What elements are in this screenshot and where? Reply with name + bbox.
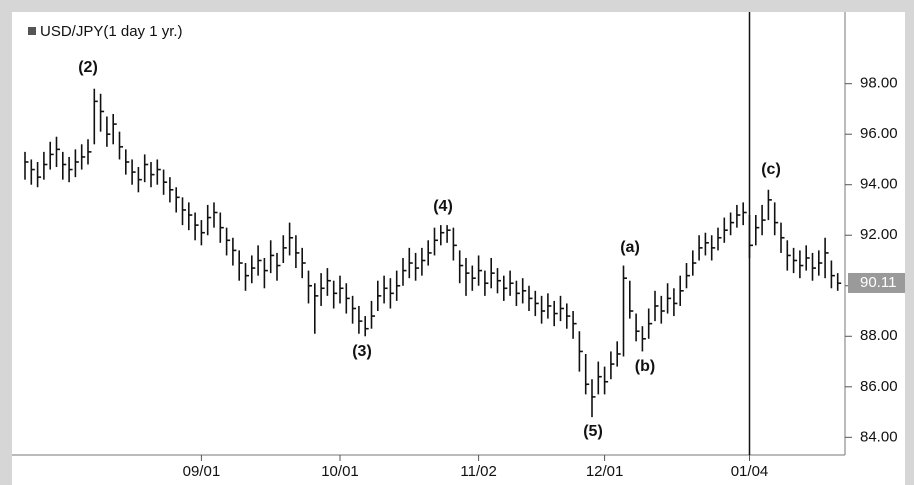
y-tick-label: 84.00 bbox=[860, 428, 898, 445]
x-tick-label: 01/04 bbox=[731, 463, 769, 480]
last-price-box bbox=[848, 272, 905, 293]
wave-label: (2) bbox=[78, 59, 98, 76]
y-tick-label: 86.00 bbox=[860, 378, 898, 395]
last-price-label: 90.11 bbox=[860, 274, 896, 291]
y-tick-label: 92.00 bbox=[860, 226, 898, 243]
chart-background bbox=[12, 12, 905, 485]
x-tick-label: 10/01 bbox=[321, 463, 359, 480]
x-tick-label: 12/01 bbox=[586, 463, 624, 480]
y-tick-label: 96.00 bbox=[860, 125, 898, 142]
legend-swatch bbox=[28, 27, 36, 35]
wave-label: (5) bbox=[583, 423, 603, 440]
x-tick-label: 11/02 bbox=[460, 463, 496, 480]
y-tick-label: 94.00 bbox=[860, 176, 898, 193]
chart-title: USD/JPY(1 day 1 yr.) bbox=[40, 23, 183, 40]
y-tick-label: 88.00 bbox=[860, 327, 898, 344]
y-tick-label: 98.00 bbox=[860, 75, 898, 92]
wave-label: (b) bbox=[635, 358, 655, 375]
wave-label: (4) bbox=[433, 198, 453, 215]
wave-label: (c) bbox=[761, 161, 781, 178]
wave-label: (3) bbox=[352, 343, 372, 360]
x-tick-label: 09/01 bbox=[183, 463, 221, 480]
wave-label: (a) bbox=[620, 239, 640, 256]
